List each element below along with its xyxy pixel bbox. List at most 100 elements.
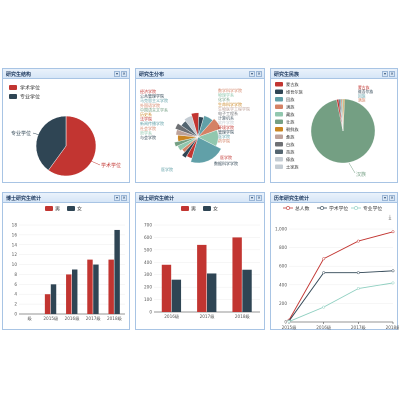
y-tick-label: 8	[14, 272, 17, 277]
legend-label: 学术学位	[20, 85, 40, 92]
collapse-button[interactable]: ▾	[249, 195, 255, 201]
legend-label: 学术学位	[329, 205, 348, 212]
series-line	[288, 282, 394, 322]
legend-label: 女	[77, 206, 82, 213]
series-line	[288, 231, 394, 321]
pie-label-right: 管理学院	[218, 128, 234, 134]
panel-body: 男 女 0 2 4 6 8 10 12 14 16 18 级 2015级 2016级 2017级 2018级	[3, 203, 129, 329]
collapse-button[interactable]: ▾	[114, 195, 120, 201]
panel-body: 经济学院 公共管理学院 马克思主义学院 外国语学院 中国语言文学系 历史系 法学院 新闻传播学…	[136, 79, 264, 182]
collapse-button[interactable]: ▾	[382, 195, 388, 201]
legend-label: 土家族	[286, 164, 299, 171]
bar	[50, 284, 57, 314]
data-point	[356, 271, 360, 275]
legend-swatch	[275, 112, 283, 117]
legend-swatch	[9, 94, 17, 99]
y-tick-label: 400	[144, 260, 152, 265]
y-tick-label: 100	[144, 297, 152, 302]
close-button[interactable]: ✕	[256, 71, 262, 77]
y-tick-label: 4	[14, 292, 17, 297]
legend-marker	[286, 206, 290, 210]
legend-swatch	[203, 206, 211, 211]
pie-slice	[48, 115, 97, 177]
legend-swatch	[45, 206, 53, 211]
panel-master-stats: 硕士研究生统计 ▾ ✕ 男 女 0 100 200 300 400 500 600 700 2016级…	[135, 192, 265, 330]
y-tick-label: 0	[149, 310, 152, 315]
pie-label-left: 法学院	[140, 116, 152, 122]
pie-label-small: 满族	[358, 98, 366, 103]
pie-label-left: 与会学院	[140, 134, 156, 140]
data-point	[391, 269, 395, 273]
panel-phd-stats: 博士研究生统计 ▾ ✕ 男 女 0 2 4 6 8 10 12 14 16 18 级 2015级 2016级 2…	[2, 192, 130, 330]
legend-label: 女	[213, 206, 218, 213]
pie-label: 学术学位	[101, 162, 121, 169]
legend-label: 专业学位	[20, 94, 40, 101]
close-button[interactable]: ✕	[121, 71, 127, 77]
legend-label: 男	[191, 207, 196, 213]
pie-label-right: 化学系	[218, 96, 230, 102]
pie-label-small: 维吾尔族	[358, 89, 373, 94]
x-tick-label: 2015级	[282, 324, 298, 331]
label-leader	[348, 162, 356, 174]
legend-swatch	[67, 206, 75, 211]
close-button[interactable]: ✕	[389, 71, 395, 77]
y-tick-label: 500	[144, 247, 152, 252]
panel-header: 博士研究生统计 ▾ ✕	[3, 193, 129, 203]
legend-swatch	[275, 134, 283, 139]
y-tick-label: 12	[12, 252, 18, 257]
pie-label: 汉族	[356, 171, 366, 178]
y-tick-label: 1,000	[275, 227, 287, 232]
legend-swatch	[9, 85, 17, 90]
series-line	[288, 270, 394, 322]
pie-slice	[190, 112, 199, 138]
bar	[44, 294, 51, 314]
legend-label: 朝鲜族	[286, 126, 299, 133]
y-tick-label: 800	[279, 245, 287, 250]
legend-marker	[320, 206, 324, 210]
panel-body: 总人数 学术学位 专业学位 ⤓ 0 200 400 600 800 1,000 2015级 2016级…	[271, 203, 399, 331]
y-tick-label: 700	[144, 223, 152, 228]
close-button[interactable]: ✕	[256, 195, 262, 201]
close-button[interactable]: ✕	[389, 195, 395, 201]
y-tick-label: 200	[144, 285, 152, 290]
panel-student-distribution: 研究生分布 ▾ ✕ 经济学院 公共管理学院 马克思主义学院 外国语学院 中国语言文学系 历史…	[135, 68, 265, 183]
pie-label-left: 社会学院	[140, 125, 156, 131]
bar	[161, 264, 172, 312]
pie-label-right: 电子工程系	[218, 110, 238, 116]
panel-header: 研究生分布 ▾ ✕	[136, 69, 264, 79]
pie-label-right: 药学院	[218, 138, 230, 144]
x-tick-label: 2016级	[65, 315, 81, 322]
panel-header: 研究生民族 ▾ ✕	[271, 69, 397, 79]
panel-student-structure: 研究生结构 ▾ ✕ 学术学位 专业学位 专业学位 学术学位	[2, 68, 130, 183]
bar	[171, 279, 182, 312]
bar	[87, 259, 93, 314]
legend-swatch	[275, 89, 283, 94]
bar	[114, 229, 120, 314]
legend-label: 满族	[286, 104, 295, 111]
y-tick-label: 600	[279, 264, 287, 269]
pie-slice	[197, 129, 219, 147]
pie-label-left: 新闻传播学院	[140, 120, 164, 126]
x-tick-label: 2017级	[200, 313, 216, 320]
y-tick-label: 400	[279, 282, 287, 287]
pie-slice	[174, 123, 199, 138]
collapse-button[interactable]: ▾	[114, 71, 120, 77]
close-button[interactable]: ✕	[121, 195, 127, 201]
pie-label-right: 医学院	[218, 133, 230, 139]
y-tick-label: 0	[14, 312, 17, 317]
panel-title: 博士研究生统计	[6, 196, 42, 202]
collapse-button[interactable]: ▾	[382, 71, 388, 77]
pie-slice	[342, 98, 345, 132]
pie-label: 专业学位	[11, 130, 31, 137]
x-tick-label: 2018级	[386, 324, 399, 331]
x-tick-label: 2015级	[43, 315, 59, 322]
legend-label: 白族	[286, 141, 295, 148]
y-tick-label: 6	[14, 282, 17, 287]
bar	[108, 259, 114, 314]
panel-student-origin: 研究生民族 ▾ ✕ 蒙古族 维吾尔族 回族 满族 藏族 壮族 朝鲜族 彝族 白族 苗族 傣族 土家族 汉族…	[270, 68, 398, 183]
pie-slice	[197, 118, 222, 138]
pie-label-left: 经济学院	[140, 88, 156, 94]
y-tick-label: 18	[12, 223, 18, 228]
pie-label-left: 哲学系	[140, 129, 152, 135]
collapse-button[interactable]: ▾	[249, 71, 255, 77]
